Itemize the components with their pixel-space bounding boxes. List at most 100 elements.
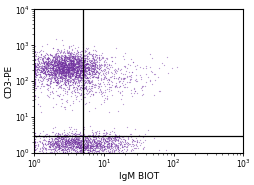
Point — [66, 139, 70, 142]
Point — [99, 147, 103, 150]
Point — [74, 74, 78, 77]
Point — [64, 148, 68, 151]
Point — [70, 86, 74, 89]
Point — [68, 142, 72, 145]
Point — [123, 83, 127, 85]
Point — [45, 73, 50, 76]
Point — [82, 60, 86, 63]
Point — [55, 151, 59, 154]
Point — [116, 146, 120, 149]
Point — [61, 68, 65, 71]
Point — [82, 86, 86, 89]
Point — [134, 143, 138, 146]
Point — [75, 55, 79, 58]
Point — [73, 68, 77, 71]
Point — [87, 100, 91, 103]
Point — [71, 80, 75, 83]
Point — [53, 69, 57, 72]
Point — [124, 142, 129, 145]
Point — [49, 70, 53, 73]
Point — [119, 149, 123, 152]
Point — [109, 134, 114, 137]
Point — [88, 143, 92, 146]
Point — [77, 133, 81, 136]
Point — [68, 59, 72, 62]
Point — [128, 91, 132, 94]
Point — [70, 144, 74, 147]
Point — [93, 68, 97, 71]
Point — [46, 54, 50, 57]
Point — [33, 50, 37, 53]
Point — [86, 63, 90, 65]
Point — [85, 145, 89, 148]
Point — [130, 138, 134, 141]
Point — [58, 136, 62, 139]
Point — [70, 140, 74, 143]
Point — [104, 146, 108, 149]
Point — [60, 68, 64, 70]
Point — [59, 79, 64, 82]
Point — [56, 63, 60, 66]
Point — [96, 139, 100, 142]
Point — [67, 54, 71, 57]
Point — [80, 59, 84, 62]
Point — [59, 145, 64, 148]
Point — [47, 70, 51, 73]
Point — [85, 76, 89, 79]
Point — [58, 70, 62, 73]
Point — [97, 67, 101, 70]
Point — [75, 137, 79, 140]
Point — [73, 134, 77, 137]
Point — [66, 51, 70, 54]
Point — [67, 141, 71, 144]
Point — [48, 148, 52, 151]
Point — [41, 58, 45, 61]
Point — [62, 145, 66, 148]
Point — [75, 69, 79, 72]
Point — [84, 145, 88, 148]
Point — [41, 68, 45, 71]
Point — [52, 140, 56, 143]
Point — [117, 151, 121, 154]
Point — [61, 68, 65, 71]
Point — [33, 58, 37, 61]
Point — [97, 144, 101, 147]
Point — [82, 60, 86, 63]
Point — [65, 136, 69, 139]
Point — [42, 61, 46, 64]
Point — [56, 144, 60, 147]
Point — [101, 137, 105, 140]
Point — [85, 136, 89, 139]
Point — [113, 149, 117, 152]
Point — [70, 69, 74, 72]
Point — [88, 145, 92, 148]
Point — [80, 70, 84, 73]
Point — [73, 75, 77, 78]
Point — [105, 146, 109, 149]
Point — [90, 70, 94, 73]
Point — [65, 67, 69, 70]
Point — [81, 65, 85, 68]
Point — [62, 79, 67, 82]
Point — [74, 76, 78, 79]
Point — [59, 65, 63, 68]
Point — [59, 65, 63, 68]
Point — [63, 143, 67, 146]
Point — [75, 70, 80, 73]
Point — [70, 135, 74, 138]
Point — [93, 71, 97, 74]
Point — [93, 52, 97, 55]
Point — [56, 65, 60, 68]
Point — [48, 143, 52, 146]
Point — [55, 68, 59, 71]
Point — [89, 70, 93, 73]
Point — [71, 138, 75, 141]
Point — [71, 56, 75, 59]
Point — [72, 64, 76, 67]
Point — [71, 138, 75, 141]
Point — [77, 142, 81, 145]
Point — [116, 143, 120, 146]
Point — [58, 79, 62, 82]
Point — [83, 149, 87, 152]
Point — [90, 73, 94, 75]
